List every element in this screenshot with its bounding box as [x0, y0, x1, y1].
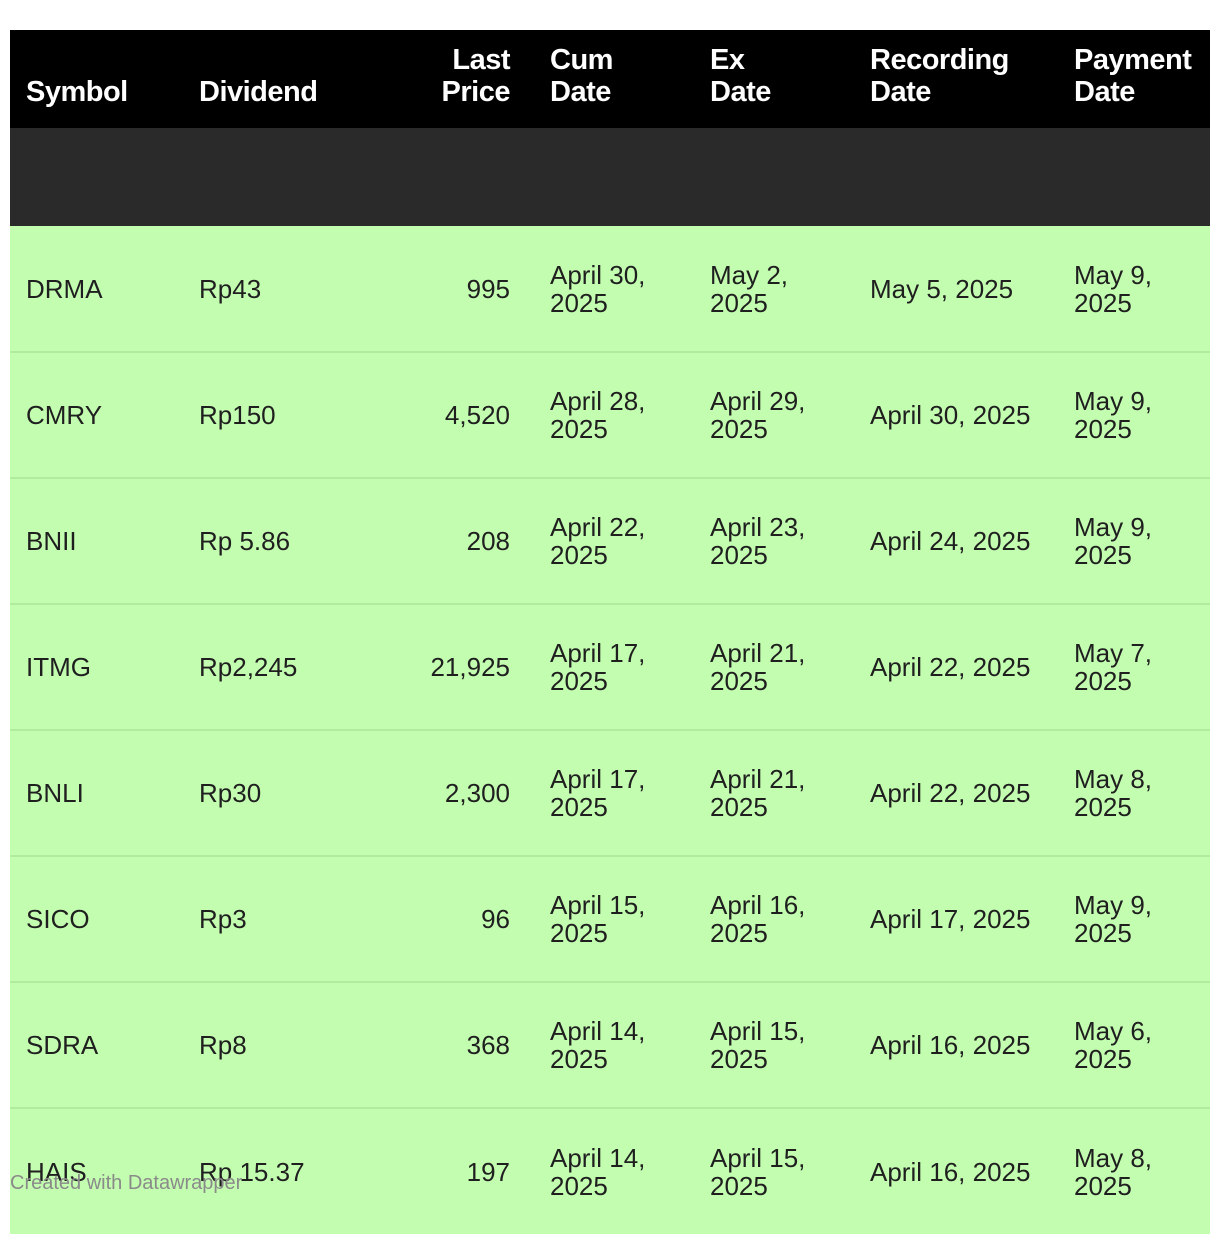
- cell-last-price: 4,520: [340, 352, 534, 479]
- cell-recording-date: April 16, 2025: [854, 982, 1058, 1109]
- cell-payment-date: May 8, 2025: [1074, 1142, 1153, 1201]
- cell-payment-date: May 9, 2025: [1058, 226, 1210, 353]
- cell-dividend: Rp8: [183, 982, 340, 1109]
- cell-symbol: BNLI: [10, 730, 183, 857]
- cell-cum-date: April 30, 2025: [534, 226, 694, 353]
- cell-recording-date: April 30, 2025: [854, 352, 1058, 479]
- table-row: SDRA Rp8 368 April 14, 2025 April 15, 2025 Ap…: [10, 982, 1210, 1109]
- cell-cum-date: April 15, 2025: [534, 856, 694, 983]
- cell-last-price: 21,925: [340, 604, 534, 731]
- cell-recording-date: April 22, 2025: [854, 604, 1058, 731]
- header-dividend: Dividend: [199, 76, 318, 108]
- cell-last-price: 2,300: [340, 730, 534, 857]
- cell-last-price: 208: [340, 478, 534, 605]
- header-rule: [10, 128, 1210, 226]
- cell-payment-date: May 6, 2025: [1058, 982, 1210, 1109]
- cell-dividend: Rp3: [183, 856, 340, 983]
- header-row: Symbol Dividend Last Price Cum Date Ex D…: [10, 30, 1210, 128]
- cell-payment-date: May 9, 2025: [1058, 478, 1210, 605]
- table-row: BNLI Rp30 2,300 April 17, 2025 April 21, 202…: [10, 730, 1210, 857]
- cell-cum-date: April 14, 2025: [550, 1142, 646, 1201]
- cell-recording-date: May 5, 2025: [854, 226, 1058, 353]
- header-symbol: Symbol: [26, 76, 128, 108]
- cell-dividend: Rp30: [183, 730, 340, 857]
- cell-last-price: 197: [466, 1156, 510, 1187]
- cell-recording-date: April 17, 2025: [854, 856, 1058, 983]
- cell-recording-date: April 16, 2025: [870, 1156, 1031, 1187]
- cell-ex-date: April 23, 2025: [694, 478, 854, 605]
- cell-ex-date: April 15, 2025: [694, 982, 854, 1109]
- table-row: CMRY Rp150 4,520 April 28, 2025 April 29, 20…: [10, 352, 1210, 479]
- header-recording-date: Recording Date: [870, 44, 1009, 108]
- header-last-price: Last Price: [441, 44, 511, 108]
- cell-symbol: ITMG: [10, 604, 183, 731]
- table-row: HAIS Rp 15.37 197 April 14, 2025 April 15, 2…: [10, 1108, 1210, 1234]
- dividend-table-container: Symbol Dividend Last Price Cum Date Ex D…: [10, 30, 1210, 1234]
- cell-payment-date: May 9, 2025: [1058, 856, 1210, 983]
- cell-cum-date: April 22, 2025: [534, 478, 694, 605]
- table-row: ITMG Rp2,245 21,925 April 17, 2025 April 21,…: [10, 604, 1210, 731]
- cell-last-price: 96: [340, 856, 534, 983]
- table-row: DRMA Rp43 995 April 30, 2025 May 2, 2025 May …: [10, 226, 1210, 353]
- cell-ex-date: April 15, 2025: [710, 1142, 806, 1201]
- cell-ex-date: April 21, 2025: [694, 604, 854, 731]
- table-row: BNII Rp 5.86 208 April 22, 2025 April 23, 20…: [10, 478, 1210, 605]
- cell-ex-date: April 29, 2025: [694, 352, 854, 479]
- cell-payment-date: May 7, 2025: [1058, 604, 1210, 731]
- table-body: DRMA Rp43 995 April 30, 2025 May 2, 2025 May …: [10, 226, 1210, 1234]
- cell-cum-date: April 17, 2025: [534, 604, 694, 731]
- header-ex-date: Ex Date: [710, 44, 771, 108]
- table-row: SICO Rp3 96 April 15, 2025 April 16, 2025 Apr…: [10, 856, 1210, 983]
- footer-credit: Created with Datawrapper: [10, 1172, 243, 1194]
- cell-recording-date: April 24, 2025: [854, 478, 1058, 605]
- cell-last-price: 368: [340, 982, 534, 1109]
- cell-dividend: Rp2,245: [183, 604, 340, 731]
- cell-dividend: Rp 15.37: [199, 1156, 305, 1187]
- cell-payment-date: May 8, 2025: [1058, 730, 1210, 857]
- header-cum-date: Cum Date: [550, 44, 613, 108]
- header-payment-date: Payment Date: [1074, 44, 1192, 108]
- cell-cum-date: April 28, 2025: [534, 352, 694, 479]
- cell-ex-date: May 2, 2025: [694, 226, 854, 353]
- table-header: Symbol Dividend Last Price Cum Date Ex D…: [10, 30, 1210, 226]
- cell-payment-date: May 9, 2025: [1058, 352, 1210, 479]
- cell-symbol: SDRA: [10, 982, 183, 1109]
- cell-dividend: Rp150: [183, 352, 340, 479]
- cell-symbol: DRMA: [10, 226, 183, 353]
- cell-symbol: CMRY: [10, 352, 183, 479]
- cell-last-price: 995: [340, 226, 534, 353]
- cell-dividend: Rp 5.86: [183, 478, 340, 605]
- cell-cum-date: April 17, 2025: [534, 730, 694, 857]
- cell-cum-date: April 14, 2025: [534, 982, 694, 1109]
- cell-recording-date: April 22, 2025: [854, 730, 1058, 857]
- cell-dividend: Rp43: [183, 226, 340, 353]
- cell-ex-date: April 16, 2025: [694, 856, 854, 983]
- dividend-table: Symbol Dividend Last Price Cum Date Ex D…: [10, 30, 1210, 1234]
- cell-symbol: BNII: [10, 478, 183, 605]
- cell-ex-date: April 21, 2025: [694, 730, 854, 857]
- cell-symbol: HAIS: [26, 1156, 87, 1187]
- cell-symbol: SICO: [10, 856, 183, 983]
